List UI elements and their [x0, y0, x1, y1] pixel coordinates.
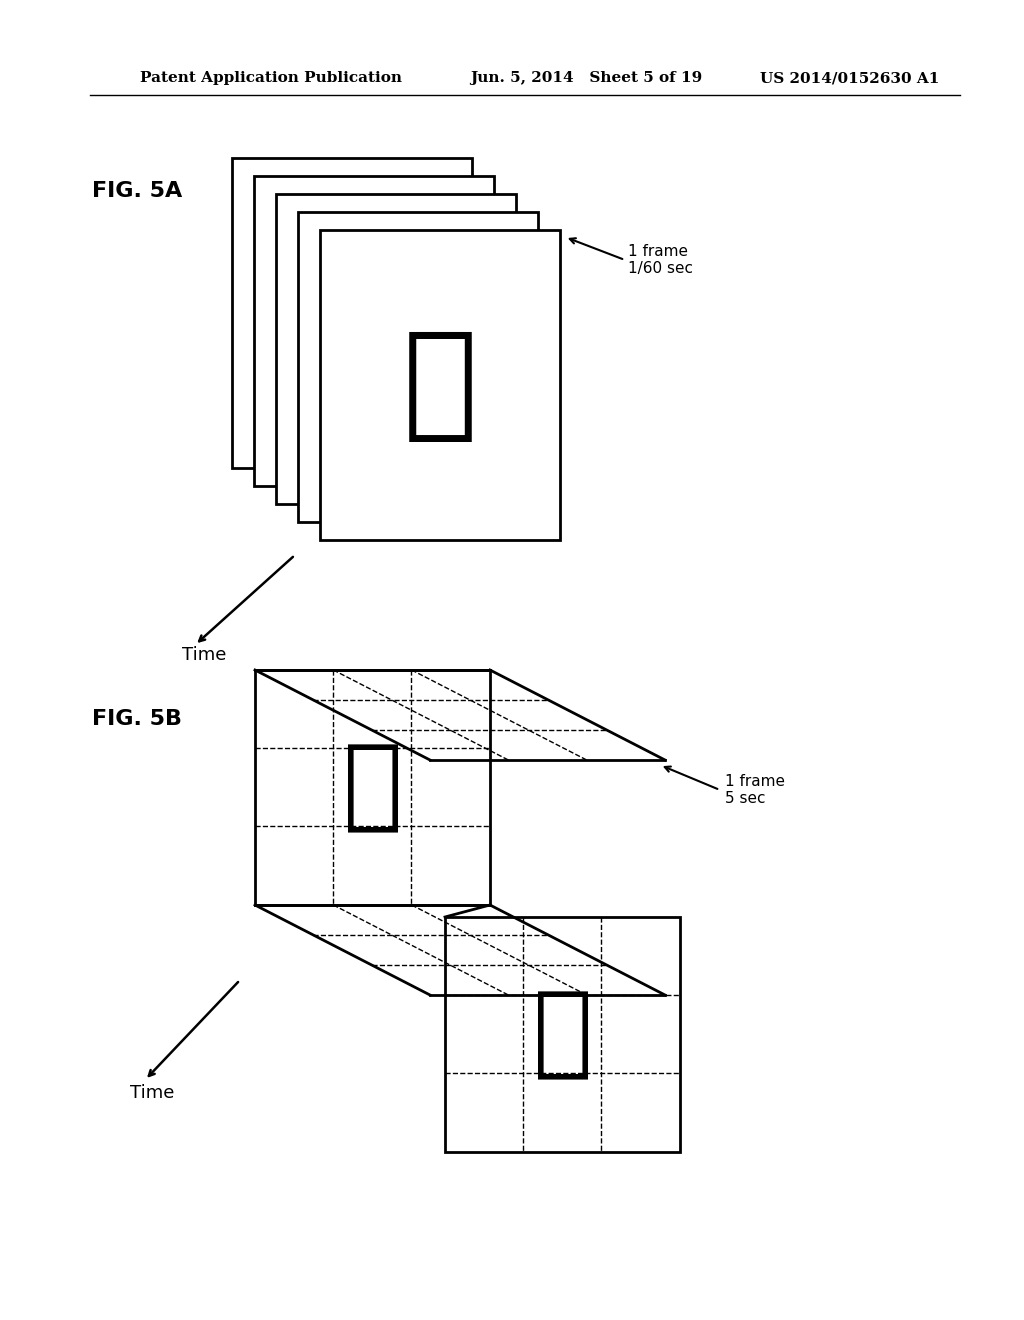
Bar [445, 917, 680, 1152]
Text: FIG. 5B: FIG. 5B [92, 709, 182, 730]
Text: Jun. 5, 2014   Sheet 5 of 19: Jun. 5, 2014 Sheet 5 of 19 [470, 71, 702, 84]
Text: あ: あ [532, 986, 593, 1082]
Text: Time: Time [130, 1084, 174, 1102]
Bar [276, 194, 516, 504]
Bar [298, 213, 538, 521]
Text: Time: Time [182, 645, 226, 664]
Text: 1 frame
5 sec: 1 frame 5 sec [725, 774, 785, 807]
Bar [254, 176, 494, 486]
Bar [255, 671, 490, 906]
Text: US 2014/0152630 A1: US 2014/0152630 A1 [760, 71, 939, 84]
Text: FIG. 5A: FIG. 5A [92, 181, 182, 202]
Text: あ: あ [342, 739, 402, 836]
Text: 1 frame
1/60 sec: 1 frame 1/60 sec [628, 244, 693, 276]
Bar [319, 230, 560, 540]
Bar [232, 158, 472, 469]
Text: あ: あ [402, 325, 477, 446]
Text: Patent Application Publication: Patent Application Publication [140, 71, 402, 84]
